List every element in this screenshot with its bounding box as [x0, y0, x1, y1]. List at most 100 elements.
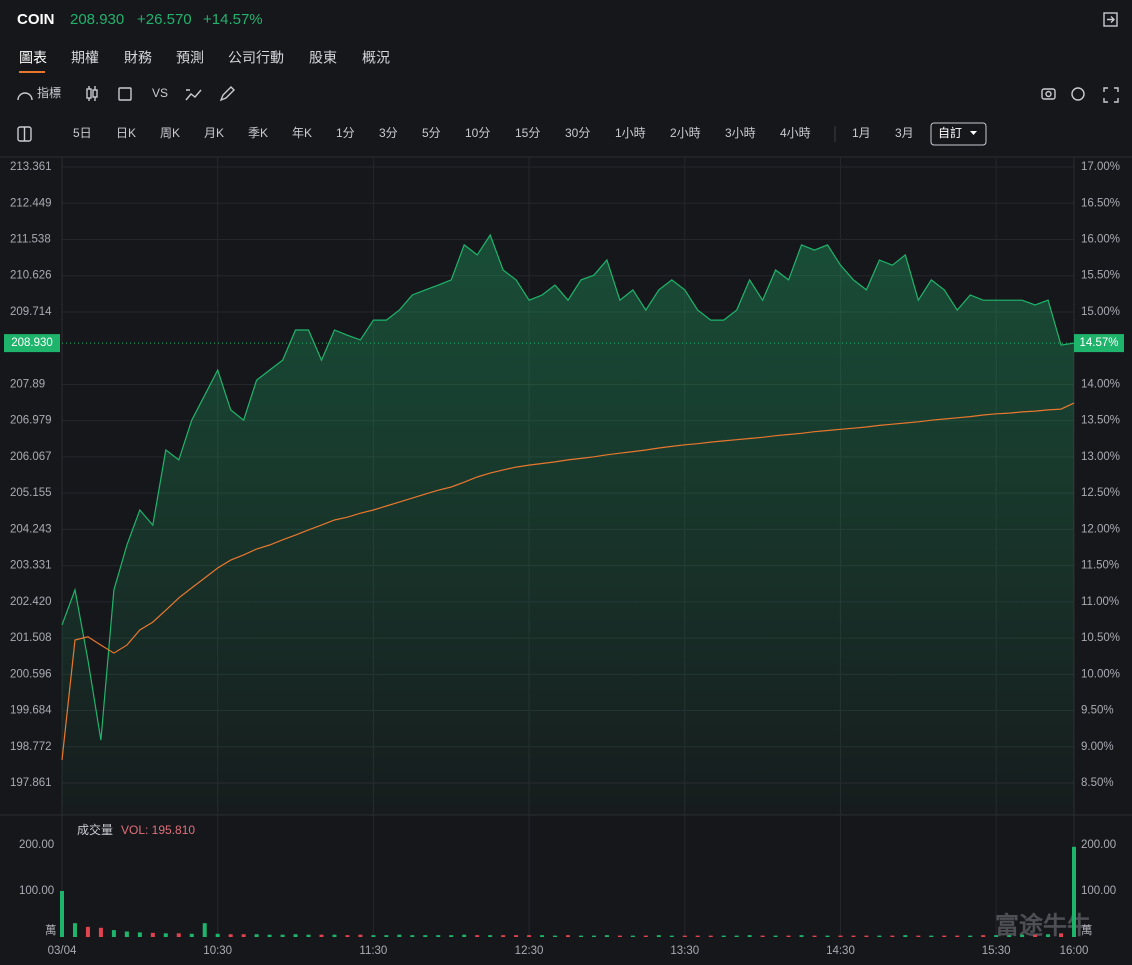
period[interactable]: 周K — [160, 126, 180, 140]
volume-bar — [942, 935, 947, 937]
volume-bar — [747, 935, 752, 937]
volume-bar — [124, 931, 129, 937]
volume-bar — [85, 926, 90, 937]
y2-tick-label: 15.00% — [1081, 306, 1120, 318]
volume-bar — [384, 935, 389, 937]
volume-tick-label: 100.00 — [1081, 885, 1116, 897]
volume-bar — [981, 935, 986, 937]
volume-bar — [799, 935, 804, 937]
draw-icon[interactable] — [219, 86, 235, 102]
x-tick-label: 12:30 — [515, 945, 544, 957]
tab[interactable]: 期權 — [71, 50, 99, 66]
y-tick-label: 197.861 — [10, 777, 52, 789]
change-pct: +14.57% — [203, 11, 263, 28]
y-tick-label: 213.361 — [10, 161, 52, 173]
volume-bar — [760, 935, 765, 937]
volume-bar — [630, 935, 635, 937]
volume-bar — [267, 934, 272, 937]
y2-tick-label: 8.50% — [1081, 777, 1114, 789]
volume-bar — [1059, 933, 1064, 937]
exit-icon[interactable] — [1103, 12, 1118, 27]
shape-icon[interactable] — [118, 87, 132, 101]
camera-icon[interactable] — [1041, 88, 1056, 100]
period[interactable]: 4小時 — [780, 126, 811, 140]
fullscreen-icon[interactable] — [1103, 87, 1119, 103]
tab-underline — [19, 71, 45, 73]
volume-bar — [397, 934, 402, 937]
period[interactable]: 1月 — [852, 126, 871, 140]
symbol: COIN — [17, 11, 55, 28]
period[interactable]: 1分 — [336, 126, 355, 140]
tab[interactable]: 股東 — [309, 50, 337, 66]
volume-bar — [734, 935, 739, 937]
period[interactable]: 日K — [116, 126, 136, 140]
period[interactable]: 3月 — [895, 126, 914, 140]
period[interactable]: 30分 — [565, 126, 590, 140]
volume-unit: 萬 — [45, 924, 57, 937]
x-tick-label: 14:30 — [826, 945, 855, 957]
y-tick-label: 210.626 — [10, 270, 52, 282]
volume-bar — [669, 935, 674, 937]
last-price-label: 208.930 — [11, 337, 53, 349]
tab[interactable]: 圖表 — [19, 50, 47, 66]
indicator-button[interactable]: 指標 — [37, 85, 61, 100]
y-tick-label: 206.979 — [10, 415, 52, 427]
volume-bar — [436, 935, 441, 937]
period[interactable]: 季K — [248, 126, 268, 140]
volume-bar — [176, 933, 181, 937]
tab[interactable]: 公司行動 — [228, 50, 284, 66]
volume-bar — [332, 934, 337, 937]
volume-bar — [578, 935, 583, 937]
volume-bar — [358, 934, 363, 937]
volume-bar — [916, 935, 921, 937]
compare-button[interactable]: VS — [152, 86, 168, 100]
volume-bar — [812, 935, 817, 937]
y-tick-label: 207.89 — [10, 378, 45, 390]
period[interactable]: 3分 — [379, 126, 398, 140]
settings-icon[interactable] — [1071, 87, 1085, 101]
x-tick-label: 11:30 — [359, 945, 387, 957]
y-tick-label: 205.155 — [10, 487, 52, 499]
custom-period[interactable]: 自訂 — [938, 125, 962, 140]
indicator-icon[interactable] — [17, 92, 33, 101]
volume-bar — [656, 935, 661, 937]
last-pct-tag — [1074, 334, 1124, 353]
volume-bar — [851, 935, 856, 937]
custom-period-box[interactable] — [930, 122, 987, 146]
y2-tick-label: 11.50% — [1081, 560, 1119, 572]
candle-icon[interactable] — [86, 86, 98, 101]
volume-bar — [150, 932, 155, 937]
volume-bar — [695, 935, 700, 937]
tab[interactable]: 財務 — [124, 50, 152, 66]
last-price-tag — [4, 334, 60, 353]
period[interactable]: 月K — [204, 126, 224, 140]
period[interactable]: 3小時 — [725, 126, 756, 140]
period[interactable]: 2小時 — [670, 126, 701, 140]
x-tick-label: 10:30 — [203, 945, 232, 957]
volume-bar — [721, 935, 726, 937]
volume-bar — [553, 935, 558, 937]
tab[interactable]: 預測 — [176, 50, 204, 66]
volume-bar — [890, 935, 895, 937]
volume-bar — [864, 935, 869, 937]
period[interactable]: 年K — [292, 126, 312, 140]
x-tick-label: 16:00 — [1060, 945, 1089, 957]
tab[interactable]: 概況 — [362, 50, 390, 66]
y-tick-label: 209.714 — [10, 306, 52, 318]
y2-tick-label: 12.00% — [1081, 523, 1120, 535]
period[interactable]: 10分 — [465, 126, 490, 140]
volume-bar — [202, 923, 207, 937]
layout-icon[interactable] — [17, 126, 32, 142]
period[interactable]: 5分 — [422, 126, 441, 140]
price: 208.930 — [70, 11, 124, 28]
volume-bar — [708, 935, 713, 937]
period[interactable]: 15分 — [515, 126, 540, 140]
period[interactable]: 5日 — [73, 126, 92, 140]
volume-bar — [1046, 934, 1051, 937]
overlay-icon[interactable] — [185, 89, 202, 101]
volume-bar — [1033, 934, 1038, 937]
y2-tick-label: 14.00% — [1081, 378, 1120, 390]
volume-bar — [786, 935, 791, 937]
period[interactable]: 1小時 — [615, 126, 646, 140]
